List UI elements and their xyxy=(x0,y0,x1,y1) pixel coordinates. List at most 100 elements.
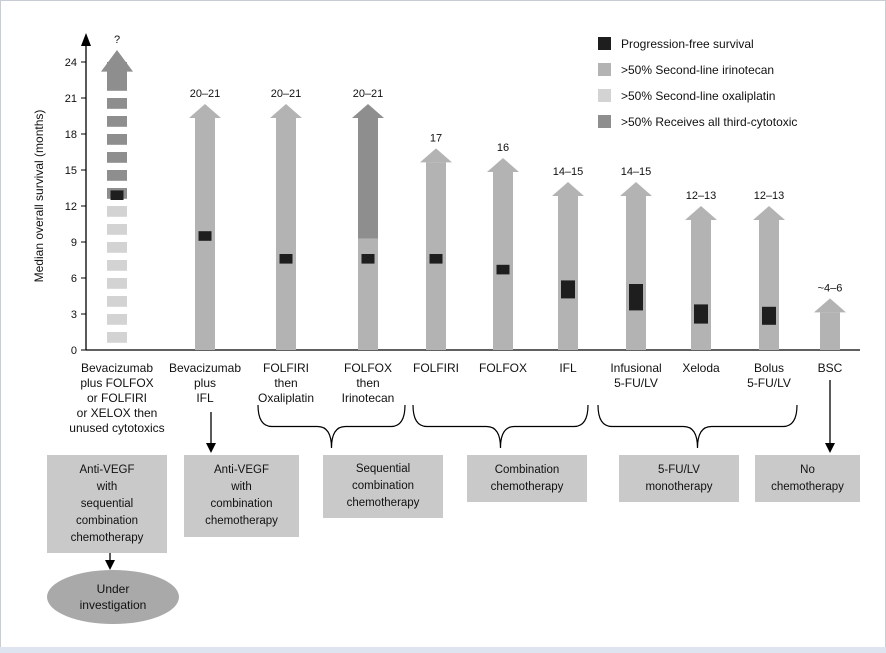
bar-arrowhead xyxy=(685,206,717,220)
regimen-bar-5: 17 xyxy=(420,132,452,350)
group-box-combination: Combination chemotherapy xyxy=(467,455,587,502)
regimen-bar-10: 12–13 xyxy=(753,190,785,350)
x-label-4: FOLFOX then Irinotecan xyxy=(342,361,395,405)
x-label-2: Bevacizumab plus IFL xyxy=(169,361,241,405)
regimen-bar-9: 12–13 xyxy=(685,190,717,350)
bar-shaft xyxy=(820,312,840,350)
bar-arrowhead xyxy=(101,50,133,88)
legend-label: Progression-free survival xyxy=(621,37,754,51)
os-value-label: ~4–6 xyxy=(818,282,843,294)
bar-segment xyxy=(107,98,127,109)
pfs-marker xyxy=(561,280,575,299)
connectors xyxy=(105,380,835,570)
bar-segment xyxy=(107,260,127,271)
bar-arrowhead xyxy=(753,206,785,220)
x-label-10: Bolus 5-FU/LV xyxy=(747,361,791,390)
y-tick-label: 0 xyxy=(71,345,77,357)
y-tick-label: 24 xyxy=(65,57,77,69)
regimen-bar-11: ~4–6 xyxy=(814,282,846,350)
x-label-11: BSC xyxy=(818,361,843,375)
bar-shaft xyxy=(493,172,513,350)
bar-arrowhead xyxy=(420,148,452,163)
bar-arrowhead xyxy=(620,182,652,196)
bar-segment xyxy=(107,242,127,253)
under-investigation-ellipse: Under investigation xyxy=(47,570,179,624)
regimen-bar-6: 16 xyxy=(487,142,519,350)
legend-swatch xyxy=(598,63,611,76)
pfs-marker xyxy=(496,264,510,275)
brace-monotherapy xyxy=(597,404,798,449)
bar-segment xyxy=(107,152,127,163)
bar-shaft xyxy=(558,196,578,350)
os-value-label: 20–21 xyxy=(190,88,221,100)
x-labels: Bevacizumab plus FOLFOX or FOLFIRI or XELOX… xyxy=(69,361,842,435)
legend-swatch xyxy=(598,115,611,128)
bar-shaft xyxy=(759,220,779,350)
y-tick-label: 21 xyxy=(65,93,77,105)
x-label-6: FOLFOX xyxy=(479,361,527,375)
bar-shaft xyxy=(276,118,296,350)
x-label-9: Xeloda xyxy=(682,361,720,375)
y-axis-label: Median overall survival (months) xyxy=(32,110,46,283)
bar-arrowhead xyxy=(352,104,384,118)
os-value-label: 14–15 xyxy=(621,166,652,178)
x-label-1: Bevacizumab plus FOLFOX or FOLFIRI or XELOX… xyxy=(69,361,164,435)
bar-arrowhead xyxy=(487,158,519,172)
bar-shaft xyxy=(626,196,646,350)
legend-label: >50% Second-line irinotecan xyxy=(621,63,774,77)
regimen-bar-2: 20–21 xyxy=(189,88,221,350)
pfs-marker xyxy=(694,304,708,324)
bars: ? 20–21 20–21 20–21 17 16 14–15 14–15 12–13 12–13… xyxy=(101,34,846,350)
bar-segment xyxy=(107,116,127,127)
brace-combination xyxy=(412,404,589,449)
bar-arrowhead xyxy=(270,104,302,118)
y-tick-label: 6 xyxy=(71,273,77,285)
legend-swatch xyxy=(598,89,611,102)
bar-arrowhead xyxy=(189,104,221,118)
os-value-label: 20–21 xyxy=(353,88,384,100)
group-box-sequential-combination: Sequential combination chemotherapy xyxy=(323,455,443,518)
os-value-label: 14–15 xyxy=(553,166,584,178)
y-axis-arrow xyxy=(81,33,91,46)
bar-segment xyxy=(107,314,127,325)
bar-arrowhead xyxy=(552,182,584,196)
pfs-marker xyxy=(762,306,776,325)
arrow-under-investigation-head xyxy=(105,560,115,570)
x-label-7: IFL xyxy=(559,361,577,375)
os-value-label: 20–21 xyxy=(271,88,302,100)
x-label-8: Infusional 5-FU/LV xyxy=(610,361,661,390)
y-tick-label: 3 xyxy=(71,309,77,321)
bar-segment xyxy=(107,278,127,289)
bar-segment xyxy=(107,224,127,235)
y-tick-label: 12 xyxy=(65,201,77,213)
y-tick-label: 15 xyxy=(65,165,77,177)
group-box-no-chemotherapy: No chemotherapy xyxy=(755,455,860,502)
legend-swatch xyxy=(598,37,611,50)
regimen-bar-3: 20–21 xyxy=(270,88,302,350)
bar-segment xyxy=(107,206,127,217)
regimen-bar-8: 14–15 xyxy=(620,166,652,350)
axes: 0 3 6 9 12 15 18 21 24 Median overall survival (m… xyxy=(32,33,860,357)
x-label-3: FOLFIRI then Oxaliplatin xyxy=(258,361,314,405)
pfs-marker xyxy=(198,231,212,241)
regimen-bar-4: 20–21 xyxy=(352,88,384,350)
bar-arrowhead xyxy=(814,298,846,313)
legend: Progression-free survival >50% Second-lin… xyxy=(598,37,797,129)
bar-segment xyxy=(107,332,127,343)
legend-label: >50% Receives all third-cytotoxic xyxy=(621,115,797,129)
group-box-anti-vegf-combination: Anti-VEGF with combination chemotherapy xyxy=(184,455,299,537)
group-box-monotherapy: 5-FU/LV monotherapy xyxy=(619,455,739,502)
y-tick-label: 9 xyxy=(71,237,77,249)
pfs-marker xyxy=(429,254,443,264)
pfs-marker xyxy=(279,254,293,264)
regimen-bar-7: 14–15 xyxy=(552,166,584,350)
bar-shaft xyxy=(691,220,711,350)
bar-segment xyxy=(107,170,127,181)
legend-label: >50% Second-line oxaliplatin xyxy=(621,89,775,103)
y-tick-label: 18 xyxy=(65,129,77,141)
pfs-marker xyxy=(629,284,643,311)
regimen-bar-1: ? xyxy=(101,34,133,343)
os-value-label: ? xyxy=(114,34,120,46)
os-value-label: 17 xyxy=(430,132,442,144)
